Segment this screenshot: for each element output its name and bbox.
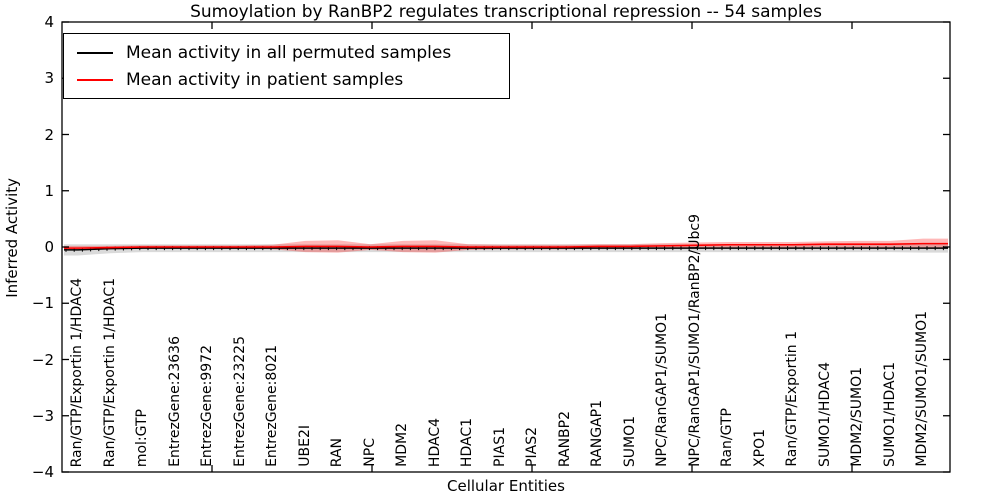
legend-label-patient: Mean activity in patient samples	[126, 69, 404, 90]
x-axis-title: Cellular Entities	[447, 477, 565, 495]
y-axis-title: Inferred Activity	[3, 178, 21, 298]
legend-item-permuted: Mean activity in all permuted samples	[77, 39, 509, 66]
chart-title: Sumoylation by RanBP2 regulates transcri…	[190, 2, 822, 22]
patient-line	[64, 242, 948, 249]
legend: Mean activity in all permuted samples Me…	[63, 33, 510, 99]
patient-confidence-band	[64, 238, 948, 253]
legend-line-permuted	[77, 51, 113, 54]
legend-item-patient: Mean activity in patient samples	[77, 66, 509, 93]
legend-label-permuted: Mean activity in all permuted samples	[126, 42, 452, 63]
legend-line-patient	[77, 78, 113, 81]
